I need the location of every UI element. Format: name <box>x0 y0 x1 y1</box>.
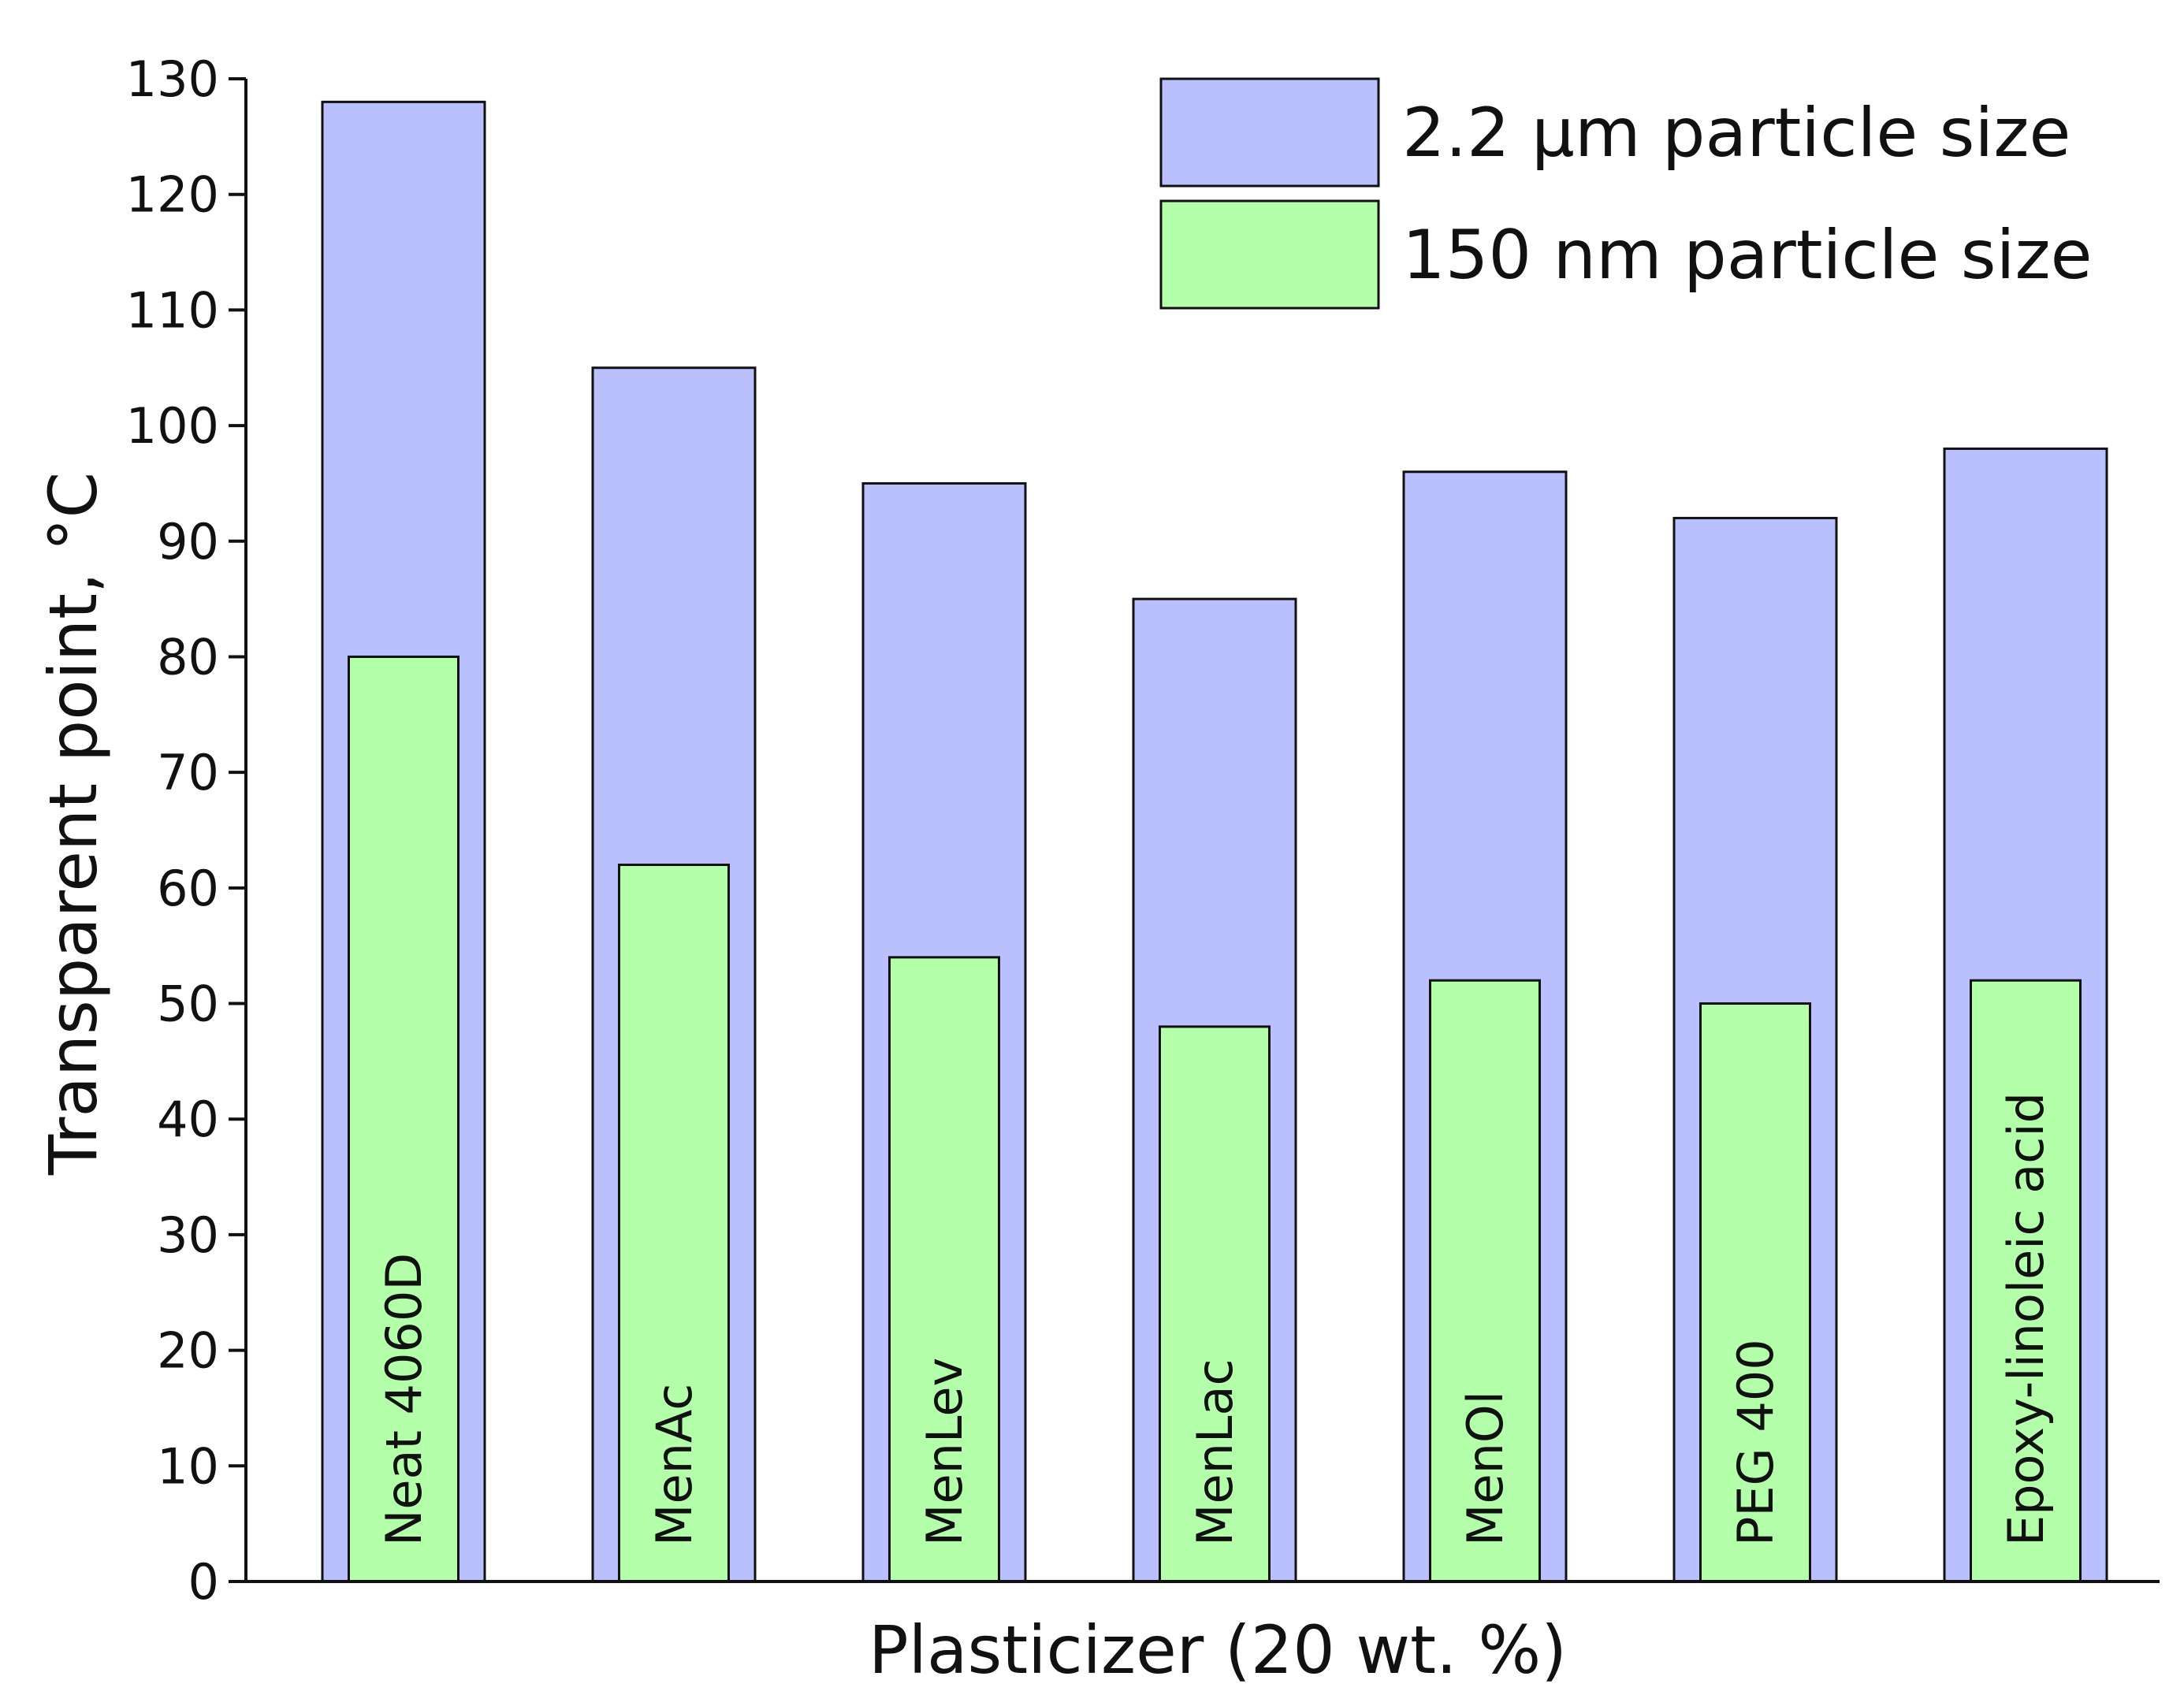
y-tick-label-20: 20 <box>157 1322 219 1380</box>
category-label-menlac: MenLac <box>1186 1358 1244 1546</box>
y-tick-label-30: 30 <box>157 1206 219 1264</box>
category-label-epoxy-linoleic-acid: Epoxy-linoleic acid <box>1997 1092 2055 1546</box>
category-label-neat-4060d: Neat 4060D <box>375 1253 433 1546</box>
bar-150nm-menol <box>1429 979 1541 1583</box>
y-axis-title: Transparent point, °C <box>35 472 112 1176</box>
y-tick-label-0: 0 <box>188 1553 219 1611</box>
bar-150nm-peg-400 <box>1699 1002 1811 1583</box>
category-label-peg-400: PEG 400 <box>1727 1339 1784 1546</box>
y-tick-label-70: 70 <box>157 744 219 801</box>
y-tick-label-10: 10 <box>157 1437 219 1495</box>
category-label-menol: MenOl <box>1457 1391 1514 1546</box>
y-tick-label-110: 110 <box>126 281 219 339</box>
legend: 2.2 μm particle size 150 nm particle size <box>1159 77 2093 310</box>
x-axis-title: Plasticizer (20 wt. %) <box>869 1611 1567 1689</box>
legend-swatch-150nm <box>1159 199 1380 310</box>
bar-150nm-epoxy-linoleic-acid <box>1970 979 2082 1583</box>
y-tick-label-130: 130 <box>126 50 219 108</box>
y-tick-label-100: 100 <box>126 397 219 455</box>
y-tick-label-80: 80 <box>157 628 219 686</box>
y-tick-label-50: 50 <box>157 976 219 1033</box>
legend-label-150nm: 150 nm particle size <box>1402 216 2093 295</box>
category-labels: Neat 4060D MenAc MenLev MenLac MenOl PEG 400 E… <box>375 1092 2055 1546</box>
y-tick-label-90: 90 <box>157 513 219 571</box>
bar-150nm-neat-4060d <box>348 655 459 1583</box>
y-axis: 0 10 20 30 40 50 60 70 80 90 100 110 120 130 <box>126 50 247 1611</box>
y-tick-label-60: 60 <box>157 860 219 917</box>
y-tick-label-120: 120 <box>126 166 219 224</box>
category-label-menlev: MenLev <box>916 1358 973 1546</box>
bar-150nm-menlac <box>1159 1025 1271 1583</box>
legend-swatch-2.2um <box>1159 77 1380 188</box>
legend-label-2.2um: 2.2 μm particle size <box>1402 94 2071 173</box>
y-tick-label-40: 40 <box>157 1091 219 1148</box>
category-label-menac: MenAc <box>646 1384 703 1546</box>
bar-150nm-menlev <box>888 956 1000 1583</box>
